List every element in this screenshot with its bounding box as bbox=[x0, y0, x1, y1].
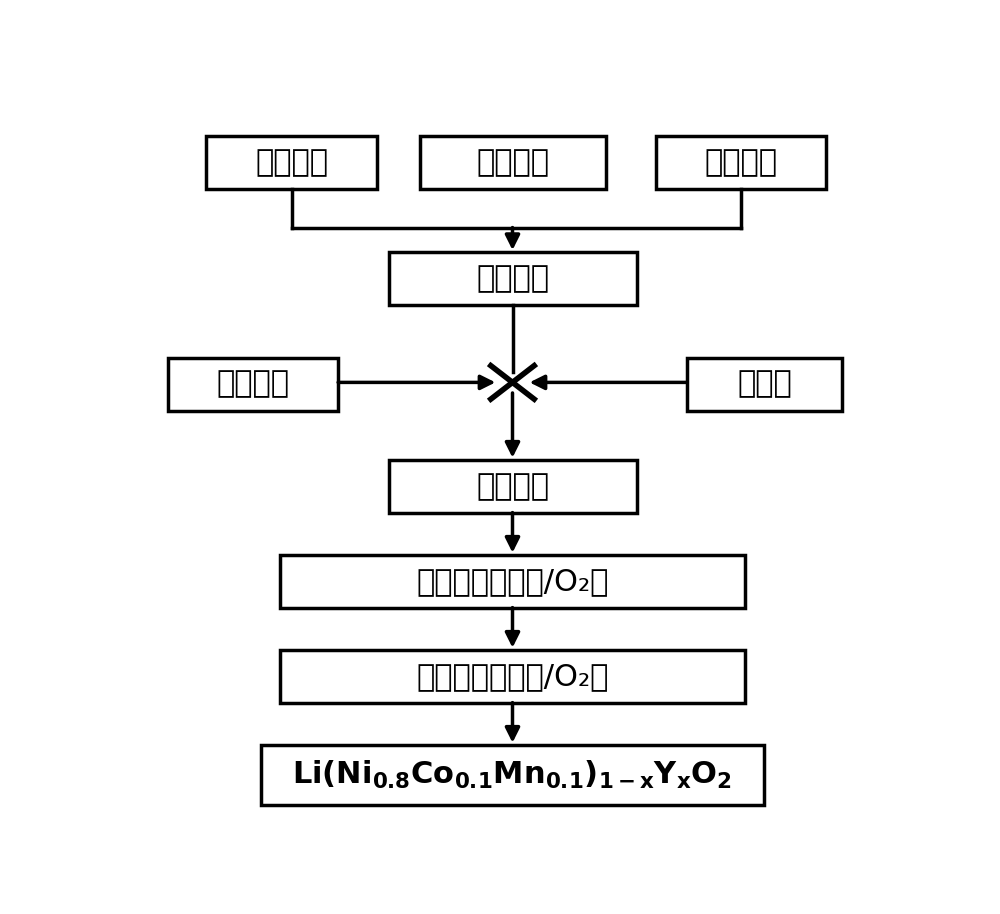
Text: 锂源原料: 锂源原料 bbox=[255, 148, 328, 177]
Bar bbox=[420, 136, 606, 189]
Text: 混合研磨: 混合研磨 bbox=[476, 472, 549, 501]
Bar bbox=[261, 745, 764, 804]
Bar bbox=[656, 136, 826, 189]
Bar bbox=[687, 357, 842, 410]
Text: $\mathbf{Li(Ni_{0.8}Co_{0.1}Mn_{0.1})_{1-x}Y_xO_2}$: $\mathbf{Li(Ni_{0.8}Co_{0.1}Mn_{0.1})_{1… bbox=[292, 759, 733, 791]
Bar bbox=[168, 357, 338, 410]
Bar bbox=[388, 252, 637, 305]
Bar bbox=[388, 460, 637, 513]
Bar bbox=[280, 650, 745, 703]
Bar bbox=[280, 555, 745, 608]
Text: 混合研磨: 混合研磨 bbox=[476, 264, 549, 293]
Text: 无水乙醇: 无水乙醇 bbox=[216, 369, 289, 399]
Text: 烧结（富氧空气/O₂）: 烧结（富氧空气/O₂） bbox=[416, 662, 609, 691]
Text: 去离子水: 去离子水 bbox=[705, 148, 778, 177]
Text: 钒源原料: 钒源原料 bbox=[476, 148, 549, 177]
Bar bbox=[206, 136, 377, 189]
Text: 预烧（富氧空气/O₂）: 预烧（富氧空气/O₂） bbox=[416, 567, 609, 596]
Text: 前驱体: 前驱体 bbox=[737, 369, 792, 399]
